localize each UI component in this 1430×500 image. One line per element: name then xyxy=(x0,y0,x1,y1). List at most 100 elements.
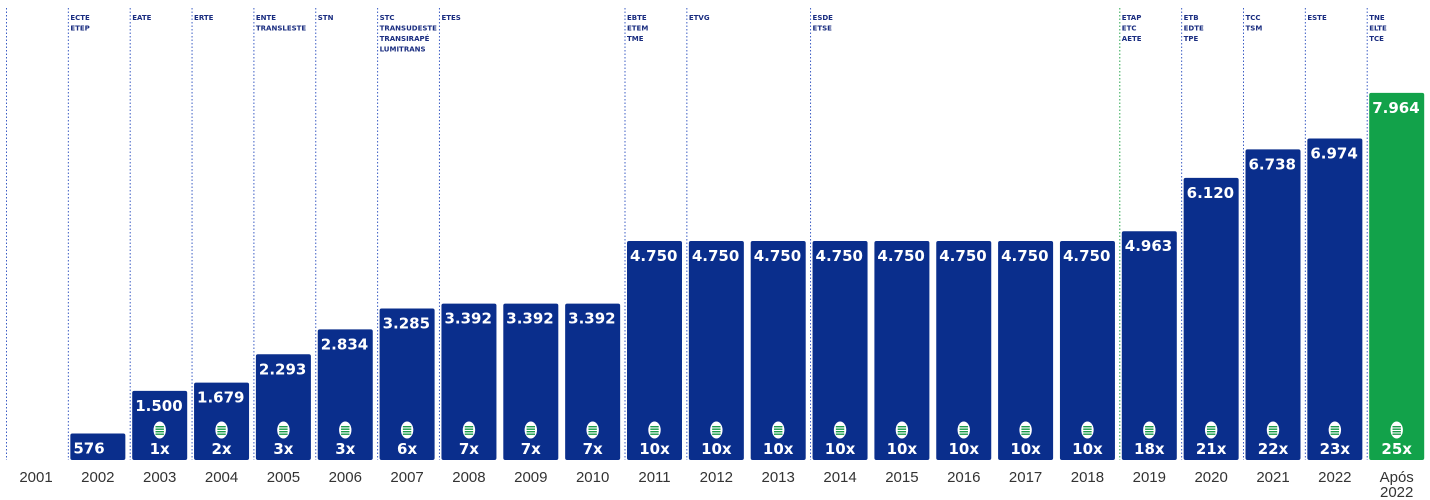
annotation-label: ELTE xyxy=(1369,25,1387,33)
annotation-label: ETEM xyxy=(627,25,648,33)
bar xyxy=(1245,149,1301,460)
multiplier-label: 10x xyxy=(948,440,979,458)
multiplier-label: 7x xyxy=(459,440,479,458)
bar-value-label: 576 xyxy=(73,439,104,457)
x-tick-label: 2003 xyxy=(143,469,176,486)
annotation-label: EATE xyxy=(132,14,151,22)
x-tick-label: 2002 xyxy=(81,469,114,486)
x-tick-label: 2021 xyxy=(1256,469,1289,486)
bar-value-label: 4.750 xyxy=(939,247,986,265)
annotation-label: EBTE xyxy=(627,14,647,22)
x-tick-label: 2015 xyxy=(885,469,918,486)
x-tick-label: 2008 xyxy=(452,469,485,486)
multiplier-label: 10x xyxy=(1010,440,1041,458)
multiplier-label: 3x xyxy=(335,440,355,458)
multiplier-label: 6x xyxy=(397,440,417,458)
annotation-label: ECTE xyxy=(70,14,90,22)
stacked-discs-icon xyxy=(1019,421,1032,439)
stacked-discs-icon xyxy=(1204,421,1218,439)
bar-value-label: 7.964 xyxy=(1372,99,1419,117)
multiplier-label: 21x xyxy=(1196,440,1227,458)
multiplier-label: 25x xyxy=(1381,440,1412,458)
bar-value-label: 4.750 xyxy=(1063,247,1110,265)
annotation-label: ESTE xyxy=(1307,14,1327,22)
bar xyxy=(998,241,1054,460)
annotation-label: TPE xyxy=(1184,35,1199,43)
bar xyxy=(1183,177,1239,461)
stacked-discs-icon xyxy=(586,421,599,439)
bar xyxy=(627,241,682,460)
annotation-label: TRANSUDESTE xyxy=(380,25,438,33)
stacked-discs-icon xyxy=(462,421,476,439)
bar-value-label: 4.750 xyxy=(1001,247,1048,265)
bar-value-label: 4.963 xyxy=(1125,237,1172,255)
stacked-discs-icon xyxy=(153,421,166,439)
stacked-discs-icon xyxy=(1266,421,1280,439)
bar-value-label: 3.392 xyxy=(506,310,553,328)
annotation-label: STC xyxy=(380,14,395,22)
bar xyxy=(317,329,373,460)
bars-group: 576 1.500 1x 1.679 2x 2.293 3x 2.834 3x 3.285 6x 3.… xyxy=(70,92,1425,461)
annotation-label: TCE xyxy=(1369,35,1384,43)
bar-value-label: 3.392 xyxy=(568,310,615,328)
bar-value-label: 4.750 xyxy=(630,247,677,265)
bar xyxy=(70,433,126,460)
annotation-label: TRANSLESTE xyxy=(256,25,307,33)
bar xyxy=(441,303,497,460)
bar xyxy=(1059,241,1115,460)
multiplier-label: 10x xyxy=(701,440,732,458)
bar xyxy=(688,241,744,460)
stacked-discs-icon xyxy=(710,421,723,439)
x-tick-label: 2018 xyxy=(1071,469,1104,486)
bar-value-label: 6.120 xyxy=(1187,184,1234,202)
stacked-discs-icon xyxy=(277,421,290,439)
annotation-label: LUMITRANS xyxy=(380,46,426,54)
multiplier-label: 10x xyxy=(639,440,670,458)
bar-value-label: 6.738 xyxy=(1249,155,1296,173)
stacked-discs-icon xyxy=(339,421,352,439)
stacked-discs-icon xyxy=(215,421,228,439)
multiplier-label: 23x xyxy=(1320,440,1351,458)
bar-value-label: 1.500 xyxy=(135,397,182,415)
bar xyxy=(936,241,992,460)
annotation-label: ETC xyxy=(1122,25,1137,33)
x-tick-label: Após 2022 xyxy=(1380,469,1414,500)
stacked-discs-icon xyxy=(648,421,661,439)
x-tick-label: 2014 xyxy=(823,469,856,486)
stacked-discs-icon xyxy=(833,421,847,439)
stacked-discs-icon xyxy=(400,421,414,439)
x-tick-label: 2017 xyxy=(1009,469,1042,486)
x-axis-ticks: 2001 2002 2003 2004 2005 2006 2007 2008 2009 2010… xyxy=(19,469,1413,500)
bar-value-label: 2.834 xyxy=(321,335,368,353)
annotation-label: ETVG xyxy=(689,14,710,22)
bar-value-label: 4.750 xyxy=(754,247,801,265)
x-tick-label: 2006 xyxy=(329,469,362,486)
x-tick-label: 2011 xyxy=(638,469,670,486)
multiplier-label: 22x xyxy=(1258,440,1289,458)
bar xyxy=(565,303,621,460)
annotation-label: ETES xyxy=(441,14,460,22)
annotation-label: ETB xyxy=(1184,14,1199,22)
annotation-label: TNE xyxy=(1369,14,1385,22)
bar xyxy=(1307,138,1363,460)
annotation-label: ESDE xyxy=(813,14,834,22)
annotation-label: STN xyxy=(318,14,334,22)
annotations-group: ECTE ETEP EATE ERTE ENTE TRANSLESTE STN STC TRAN… xyxy=(70,14,1387,54)
bar xyxy=(255,354,311,460)
annotation-label: ERTE xyxy=(194,14,214,22)
multiplier-label: 2x xyxy=(211,440,231,458)
multiplier-label: 3x xyxy=(273,440,293,458)
bar xyxy=(750,241,806,460)
stacked-discs-icon xyxy=(524,421,537,439)
stacked-discs-icon xyxy=(957,421,970,439)
annotation-label: AETE xyxy=(1122,35,1142,43)
x-tick-label: 2005 xyxy=(267,469,300,486)
bar xyxy=(379,308,435,460)
annotation-label: EDTE xyxy=(1184,25,1204,33)
stacked-discs-icon xyxy=(772,421,785,439)
multiplier-label: 10x xyxy=(1072,440,1103,458)
bar xyxy=(1121,231,1177,460)
x-tick-label: 2001 xyxy=(19,469,52,486)
stacked-discs-icon xyxy=(895,421,909,439)
